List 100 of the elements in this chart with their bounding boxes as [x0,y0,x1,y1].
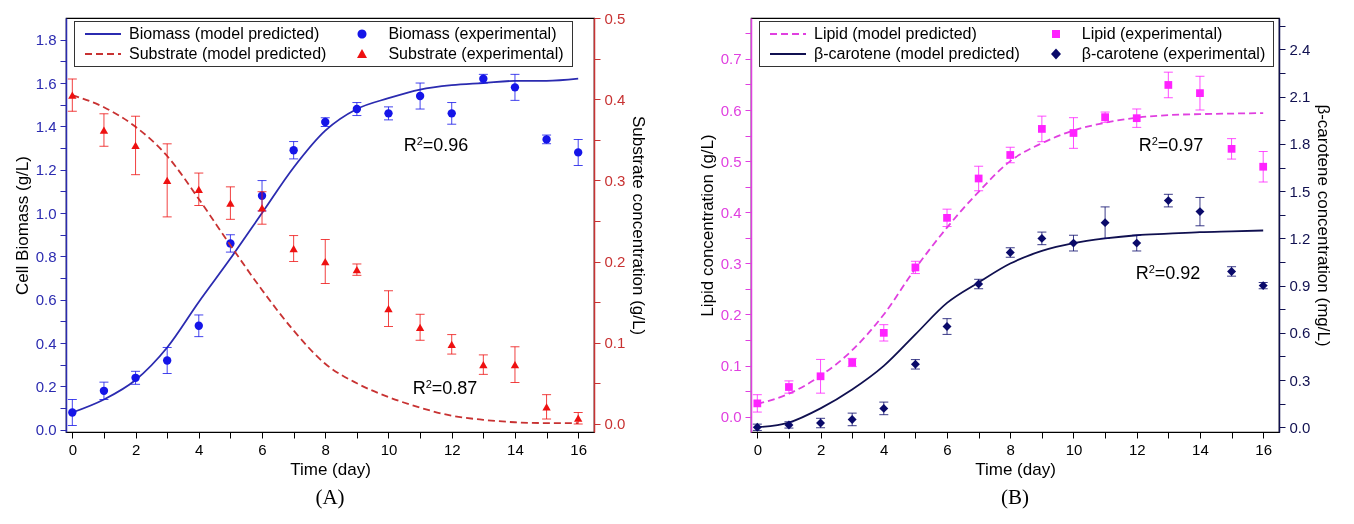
point [447,340,456,348]
point [131,141,140,150]
y-tick-label: 0.6 [720,101,742,119]
x-tick-label: 4 [880,440,889,458]
point [1195,207,1205,217]
x-tick-label: 0 [68,440,77,458]
point [816,372,825,381]
x-tick-label: 4 [195,440,204,458]
point [1164,81,1173,89]
annotation: R$^{2}$=0.92 [1135,263,1201,283]
point [1006,151,1015,159]
point [384,304,393,313]
y2-tick-label: 0.9 [1289,277,1311,295]
point [162,176,172,184]
point [1100,218,1110,228]
y-tick-label: 1.4 [35,117,57,135]
y2-tick-label: 0.3 [604,171,626,189]
point [226,199,235,207]
y2-tick-label: 1.2 [1289,229,1311,247]
annotation: R$^{2}$=0.87 [412,378,478,398]
x-tick-label: 10 [1065,440,1083,458]
x-tick-label: 8 [321,440,330,458]
y-tick-label: 1.6 [35,74,57,92]
point [68,408,77,417]
point [942,322,952,331]
point [1227,144,1236,153]
point [162,356,172,365]
point [1069,238,1078,248]
y-tick-label: 0.5 [720,152,742,170]
point [510,83,520,92]
point [574,148,583,157]
point [879,328,888,337]
y-tick-label: 0.2 [35,377,57,395]
legend-label: Biomass (model predicted) [129,25,320,43]
legend-label: β-carotene (model predicted) [814,45,1020,63]
point [289,244,298,253]
x-tick-label: 14 [507,440,524,458]
point [1069,129,1078,137]
point [1038,125,1046,133]
y-tick-label: 1.8 [35,31,57,49]
annotation: R$^{2}$=0.96 [403,135,469,155]
point [1196,89,1204,98]
point [99,126,109,134]
legend-label: Substrate (model predicted) [129,45,327,63]
y2-tick-label: 0.4 [604,90,626,108]
point [447,109,456,118]
y2-tick-label: 0.1 [604,334,626,352]
point [1259,162,1268,171]
y2-tick-label: 0.0 [1289,418,1311,436]
point [753,399,762,408]
y2-tick-label: 0.5 [604,9,626,27]
x-tick-label: 10 [380,440,398,458]
y2-tick-label: 0.3 [1289,371,1311,389]
x-tick-label: 0 [753,440,762,458]
legend-label: Lipid (experimental) [1081,25,1223,43]
y-tick-label: 0.3 [720,254,742,272]
y2-tick-label: 0.2 [604,253,626,271]
point [943,213,951,222]
point [99,386,109,395]
point [415,323,425,331]
x-tick-label: 16 [1255,440,1273,458]
y2-axis-title: β-carotene concentration (mg/L) [1314,104,1334,347]
point [257,204,267,212]
y2-tick-label: 0.0 [604,415,626,433]
x-tick-label: 2 [131,440,141,458]
y-tick-label: 1.2 [35,161,57,179]
y-tick-label: 0.6 [35,291,57,309]
point [68,91,77,99]
y2-tick-label: 2.1 [1289,88,1311,106]
point [974,174,983,183]
x-tick-label: 6 [258,440,267,458]
y2-tick-label: 2.4 [1289,40,1311,58]
point [1132,238,1142,248]
x-tick-label: 14 [1192,440,1209,458]
y-tick-label: 0.0 [720,408,742,426]
y-tick-label: 0.4 [720,203,742,221]
text: (B) [1001,485,1029,509]
x-tick-label: 12 [1128,440,1146,458]
x-tick-label: 2 [816,440,826,458]
point [510,361,520,369]
point [321,257,330,266]
y2-tick-label: 0.6 [1289,324,1311,342]
y2-tick-label: 1.8 [1289,135,1311,153]
x-axis-title: Time (day) [290,459,371,479]
legend-label: Lipid (model predicted) [814,25,977,43]
x-axis-title: Time (day) [975,459,1056,479]
y-tick-label: 0.2 [720,305,742,323]
y-tick-label: 1.0 [35,204,57,222]
point [415,91,425,101]
text: (A) [315,485,345,509]
y-axis-title: Lipid concentration (g/L) [697,134,717,317]
y-tick-label: 0.4 [35,334,57,352]
y-tick-label: 0.7 [720,50,742,68]
annotation: R$^{2}$=0.97 [1138,135,1204,155]
legend-label: Biomass (experimental) [388,25,557,43]
y2-axis-title: Substrate concentration (g/L) [629,115,649,336]
y-tick-label: 0.0 [35,421,57,439]
x-tick-label: 8 [1006,440,1015,458]
y2-tick-label: 1.5 [1289,182,1311,200]
point [194,321,203,330]
